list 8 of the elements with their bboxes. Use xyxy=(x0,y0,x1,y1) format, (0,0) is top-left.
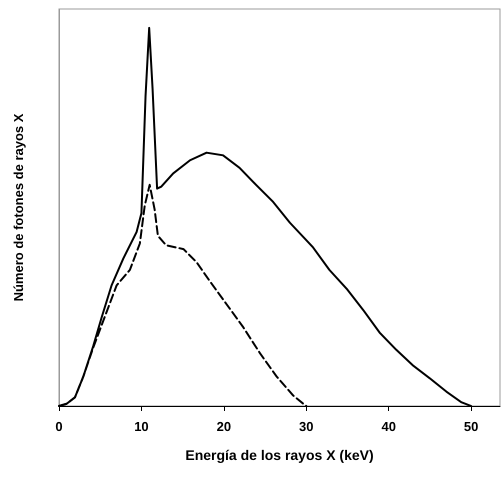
x-tick-label: 10 xyxy=(134,419,149,434)
x-tick-label: 20 xyxy=(216,419,232,434)
x-tick-label: 40 xyxy=(381,419,396,434)
y-axis-title: Número de fotones de rayos X xyxy=(11,113,26,302)
x-tick-label: 50 xyxy=(464,419,478,434)
x-tick-label: 30 xyxy=(299,419,314,434)
x-axis-title: Energía de los rayos X (keV) xyxy=(185,447,374,463)
x-tick-label: 0 xyxy=(55,419,63,434)
